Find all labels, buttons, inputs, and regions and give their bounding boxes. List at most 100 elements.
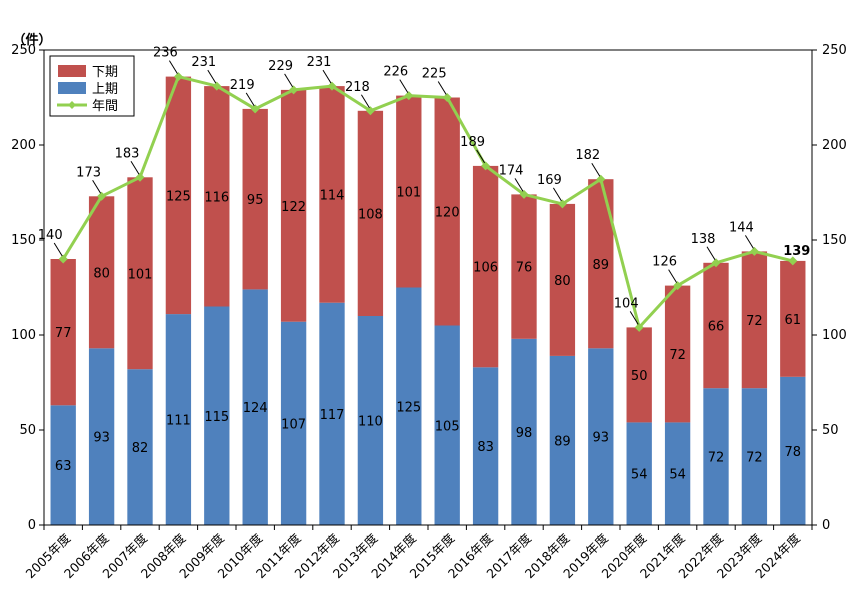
data-label-first-half: 105 bbox=[435, 419, 460, 434]
annual-total-leader-line bbox=[322, 69, 332, 84]
annual-total-line bbox=[61, 75, 794, 329]
data-label-first-half: 93 bbox=[93, 431, 110, 446]
data-label-second-half: 76 bbox=[516, 261, 533, 276]
data-label-first-half: 93 bbox=[593, 431, 610, 446]
bar-first-half bbox=[741, 388, 768, 525]
data-label-second-half: 95 bbox=[247, 193, 264, 208]
plot-area-frame bbox=[43, 49, 813, 526]
y-tick-label: 0 bbox=[28, 518, 36, 533]
data-label-second-half: 80 bbox=[93, 266, 110, 281]
annual-total-point bbox=[519, 189, 529, 199]
data-label-first-half: 83 bbox=[477, 440, 494, 455]
bar-first-half bbox=[664, 422, 691, 525]
legend-label: 上期 bbox=[92, 82, 118, 97]
annual-total-point bbox=[404, 91, 414, 101]
data-label-first-half: 117 bbox=[320, 408, 345, 423]
annual-total-point bbox=[557, 199, 567, 209]
annual-total-leader-line bbox=[92, 180, 102, 194]
bar-second-half bbox=[472, 165, 499, 368]
annual-total-leader-line bbox=[360, 94, 370, 109]
bar-first-half bbox=[434, 325, 460, 525]
legend-swatch-second-half bbox=[58, 65, 86, 77]
data-label-annual-total: 231 bbox=[307, 55, 332, 70]
data-label-annual-total: 231 bbox=[191, 55, 216, 70]
bar-second-half bbox=[204, 86, 230, 307]
data-label-annual-total: 183 bbox=[115, 146, 140, 161]
bar-first-half bbox=[549, 355, 576, 525]
data-label-first-half: 115 bbox=[204, 410, 229, 425]
data-label-second-half: 114 bbox=[320, 188, 345, 203]
bar-first-half bbox=[780, 376, 806, 525]
legend-swatch-first-half bbox=[58, 82, 86, 94]
data-label-annual-total: 104 bbox=[614, 296, 639, 311]
data-label-second-half: 72 bbox=[746, 314, 763, 329]
data-label-annual-total: 225 bbox=[422, 67, 447, 82]
bar-second-half bbox=[703, 262, 729, 389]
data-label-second-half: 125 bbox=[166, 189, 191, 204]
legend-label: 下期 bbox=[92, 65, 118, 80]
data-label-annual-total: 173 bbox=[76, 165, 101, 180]
bar-first-half bbox=[165, 314, 192, 525]
data-label-second-half: 61 bbox=[785, 313, 802, 328]
bar-first-half bbox=[50, 405, 76, 525]
data-label-first-half: 111 bbox=[166, 414, 191, 429]
legend-marker-annual-total bbox=[68, 101, 76, 109]
data-label-first-half: 54 bbox=[669, 468, 686, 483]
annual-total-point bbox=[442, 93, 452, 102]
data-label-second-half: 122 bbox=[281, 200, 306, 215]
bar-first-half bbox=[280, 321, 307, 525]
bar-second-half bbox=[280, 89, 307, 322]
annual-total-leader-line bbox=[168, 60, 178, 74]
data-label-first-half: 82 bbox=[132, 441, 149, 456]
annual-total-leader-line bbox=[552, 187, 562, 202]
bar-second-half bbox=[127, 177, 153, 370]
bar-first-half bbox=[511, 338, 537, 525]
annual-total-leader-line bbox=[706, 246, 716, 261]
data-label-annual-total: 182 bbox=[575, 148, 600, 163]
annual-total-leader-line bbox=[668, 269, 678, 283]
annual-total-leader-line bbox=[476, 149, 486, 164]
data-label-annual-total: 229 bbox=[268, 59, 293, 74]
data-label-annual-total: 138 bbox=[691, 232, 716, 247]
y2-tick-label: 200 bbox=[822, 138, 847, 153]
bar-second-half bbox=[319, 86, 345, 303]
bar-second-half bbox=[50, 259, 76, 406]
data-label-second-half: 50 bbox=[631, 369, 648, 384]
data-label-annual-total: 139 bbox=[783, 244, 810, 259]
bar-second-half bbox=[511, 194, 537, 339]
data-label-first-half: 72 bbox=[708, 451, 725, 466]
data-label-annual-total: 219 bbox=[230, 78, 255, 93]
bar-first-half bbox=[703, 388, 729, 525]
data-label-annual-total: 126 bbox=[652, 255, 677, 270]
data-label-second-half: 116 bbox=[204, 190, 229, 205]
bar-second-half bbox=[88, 196, 115, 349]
bar-first-half bbox=[588, 348, 614, 525]
bar-second-half bbox=[664, 285, 691, 423]
bar-second-half bbox=[780, 260, 806, 377]
y-tick-label: 150 bbox=[11, 233, 36, 248]
data-label-second-half: 101 bbox=[128, 267, 153, 282]
annual-total-point bbox=[250, 104, 260, 114]
annual-total-point bbox=[749, 246, 759, 256]
annual-total-point bbox=[135, 172, 145, 182]
annual-total-point bbox=[97, 191, 107, 201]
bar-first-half bbox=[626, 422, 652, 525]
data-label-annual-total: 169 bbox=[537, 173, 562, 188]
annual-total-point bbox=[58, 254, 68, 264]
data-label-second-half: 101 bbox=[396, 186, 421, 201]
y2-tick-label: 100 bbox=[822, 328, 847, 343]
annual-total-leader-line bbox=[284, 73, 294, 88]
data-label-first-half: 72 bbox=[746, 451, 763, 466]
annual-total-point bbox=[289, 85, 299, 95]
annual-total-leader-line bbox=[437, 81, 447, 95]
data-label-first-half: 78 bbox=[785, 445, 802, 460]
annual-total-leader-line bbox=[207, 69, 217, 84]
annual-total-point bbox=[365, 106, 375, 116]
bar-second-half bbox=[741, 251, 768, 389]
data-label-first-half: 54 bbox=[631, 468, 648, 483]
annual-total-point bbox=[481, 161, 491, 171]
bar-first-half bbox=[204, 306, 230, 525]
data-label-annual-total: 144 bbox=[729, 220, 754, 235]
data-label-first-half: 63 bbox=[55, 459, 72, 474]
